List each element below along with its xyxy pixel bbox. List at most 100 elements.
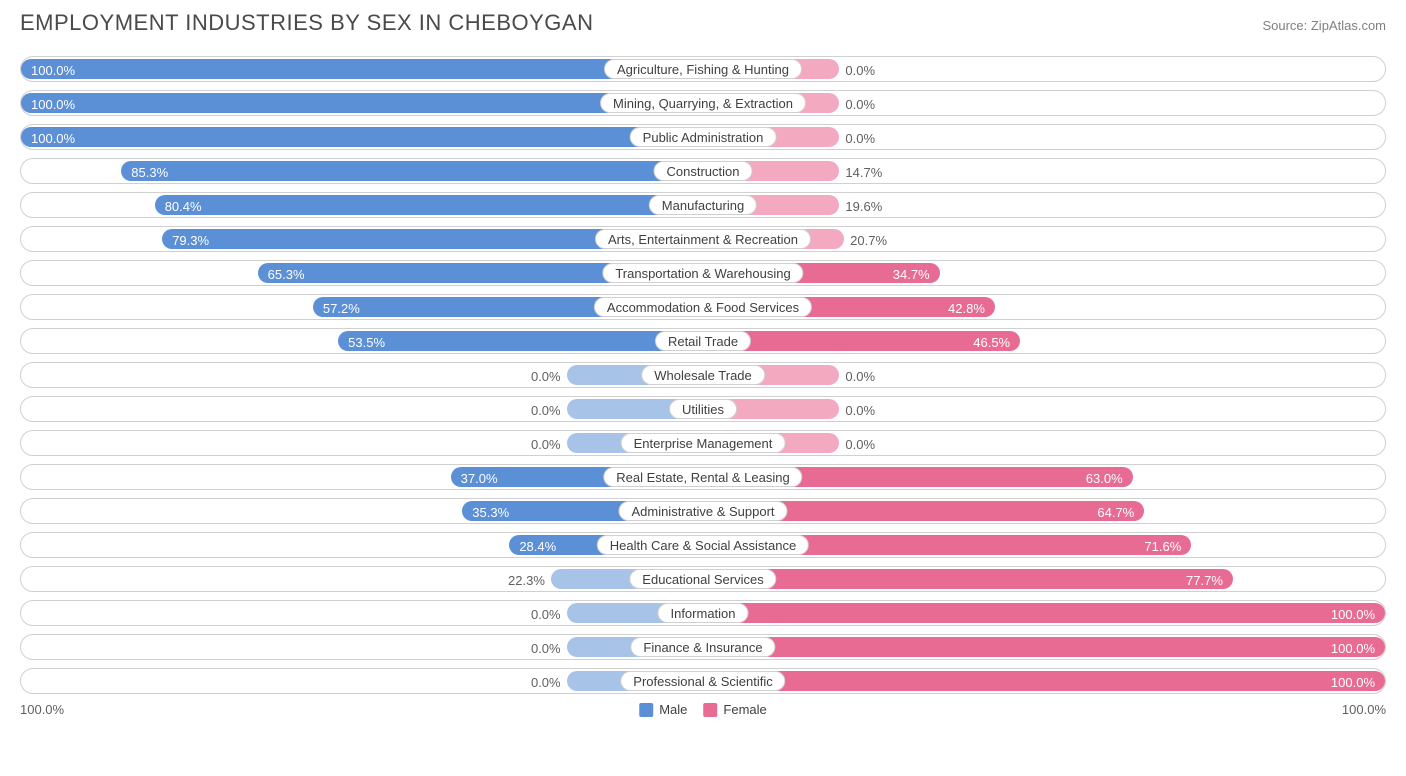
female-pct-label: 0.0% [839,59,881,83]
category-label: Real Estate, Rental & Leasing [603,467,802,487]
male-half: 53.5% [21,329,703,353]
female-pct-label: 42.8% [938,297,995,321]
male-half: 100.0% [21,125,703,149]
male-pct-label: 100.0% [21,93,85,117]
male-half: 65.3% [21,261,703,285]
legend-label: Female [723,702,766,717]
male-pct-label: 0.0% [525,433,567,457]
chart-row: 100.0% 0.0% Mining, Quarrying, & Extractio… [20,90,1386,116]
chart-source: Source: ZipAtlas.com [1262,18,1386,33]
male-bar: 100.0% [21,127,703,147]
male-pct-label: 28.4% [509,535,566,559]
chart-row: 80.4% 19.6%Manufacturing [20,192,1386,218]
female-pct-label: 100.0% [1321,603,1385,627]
category-label: Professional & Scientific [620,671,785,691]
male-pct-label: 65.3% [258,263,315,287]
male-pct-label: 80.4% [155,195,212,219]
female-half: 46.5% [703,329,1385,353]
category-label: Administrative & Support [618,501,787,521]
female-half: 63.0% [703,465,1385,489]
category-label: Agriculture, Fishing & Hunting [604,59,802,79]
chart-row: 65.3% 34.7% Transportation & Warehousing [20,260,1386,286]
male-half: 0.0% [21,635,703,659]
legend-item: Female [703,702,766,717]
male-half: 0.0% [21,363,703,387]
chart-row: 85.3%14.7%Construction [20,158,1386,184]
category-label: Public Administration [630,127,777,147]
category-label: Transportation & Warehousing [602,263,803,283]
category-label: Finance & Insurance [630,637,775,657]
female-pct-label: 64.7% [1087,501,1144,525]
chart-row: 37.0% 63.0% Real Estate, Rental & Leasing [20,464,1386,490]
category-label: Health Care & Social Assistance [597,535,809,555]
male-half: 0.0% [21,431,703,455]
male-pct-label: 85.3% [121,161,178,185]
female-pct-label: 77.7% [1176,569,1233,593]
female-half: 100.0% [703,601,1385,625]
male-pct-label: 57.2% [313,297,370,321]
male-half: 35.3% [21,499,703,523]
legend-label: Male [659,702,687,717]
male-half: 100.0% [21,57,703,81]
category-label: Mining, Quarrying, & Extraction [600,93,806,113]
female-pct-label: 0.0% [839,127,881,151]
category-label: Arts, Entertainment & Recreation [595,229,811,249]
female-pct-label: 0.0% [839,433,881,457]
male-pct-label: 37.0% [451,467,508,491]
male-half: 0.0% [21,601,703,625]
female-bar: 100.0% [703,637,1385,657]
female-pct-label: 20.7% [844,229,893,253]
male-pct-label: 0.0% [525,603,567,627]
female-half: 0.0% [703,397,1385,421]
male-half: 0.0% [21,669,703,693]
chart-row: 100.0% 0.0% Agriculture, Fishing & Hunting [20,56,1386,82]
female-half: 0.0% [703,363,1385,387]
male-half: 0.0% [21,397,703,421]
chart-header: EMPLOYMENT INDUSTRIES BY SEX IN CHEBOYGA… [20,10,1386,36]
category-label: Enterprise Management [621,433,786,453]
male-bar: 53.5% [338,331,703,351]
chart-row: 57.2%42.8%Accommodation & Food Services [20,294,1386,320]
female-half: 0.0% [703,125,1385,149]
female-pct-label: 34.7% [883,263,940,287]
male-pct-label: 0.0% [525,399,567,423]
category-label: Manufacturing [649,195,757,215]
chart-footer: 100.0% MaleFemale 100.0% [20,702,1386,726]
female-half: 100.0% [703,635,1385,659]
male-bar: 100.0% [21,59,703,79]
female-pct-label: 0.0% [839,93,881,117]
female-pct-label: 63.0% [1076,467,1133,491]
male-half: 80.4% [21,193,703,217]
chart-row: 79.3% 20.7% Arts, Entertainment & Recreati… [20,226,1386,252]
male-half: 85.3% [21,159,703,183]
chart-row: 0.0%0.0%Utilities [20,396,1386,422]
female-half: 19.6% [703,193,1385,217]
category-label: Information [657,603,748,623]
category-label: Educational Services [629,569,776,589]
female-half: 34.7% [703,261,1385,285]
legend-swatch [703,703,717,717]
chart-title: EMPLOYMENT INDUSTRIES BY SEX IN CHEBOYGA… [20,10,593,36]
chart-row: 0.0% 0.0% Enterprise Management [20,430,1386,456]
male-pct-label: 0.0% [525,365,567,389]
female-half: 14.7% [703,159,1385,183]
female-half: 0.0% [703,57,1385,81]
category-label: Utilities [669,399,737,419]
legend-swatch [639,703,653,717]
female-pct-label: 46.5% [963,331,1020,355]
chart-row: 0.0%100.0%Finance & Insurance [20,634,1386,660]
female-pct-label: 100.0% [1321,671,1385,695]
diverging-bar-chart: 100.0%0.0%Agriculture, Fishing & Hunting… [20,56,1386,694]
category-label: Wholesale Trade [641,365,765,385]
chart-row: 0.0% 100.0% Information [20,600,1386,626]
female-half: 64.7% [703,499,1385,523]
legend-item: Male [639,702,687,717]
male-pct-label: 53.5% [338,331,395,355]
chart-row: 0.0%0.0%Wholesale Trade [20,362,1386,388]
female-pct-label: 14.7% [839,161,888,185]
female-bar: 100.0% [703,671,1385,691]
female-half: 0.0% [703,431,1385,455]
chart-row: 35.3% 64.7% Administrative & Support [20,498,1386,524]
male-pct-label: 79.3% [162,229,219,253]
male-half: 37.0% [21,465,703,489]
